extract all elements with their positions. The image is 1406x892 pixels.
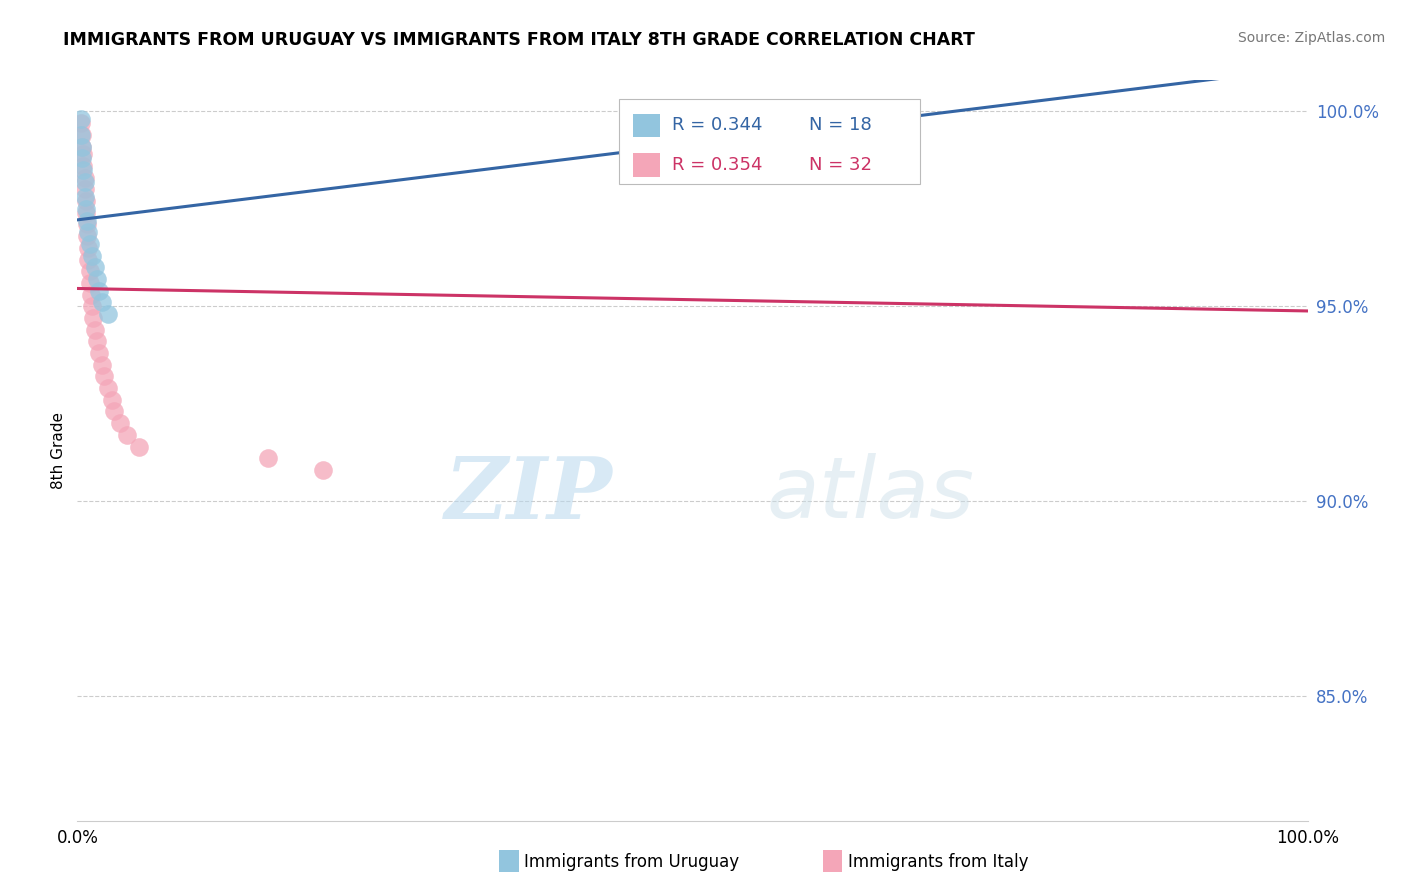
Point	[82, 299, 104, 313]
Point	[93, 369, 115, 384]
Point	[657, 108, 679, 122]
Point	[70, 128, 93, 142]
Point	[75, 194, 97, 208]
Point	[82, 249, 104, 263]
Text: IMMIGRANTS FROM URUGUAY VS IMMIGRANTS FROM ITALY 8TH GRADE CORRELATION CHART: IMMIGRANTS FROM URUGUAY VS IMMIGRANTS FR…	[63, 31, 976, 49]
Point	[90, 358, 114, 372]
Text: atlas: atlas	[766, 453, 974, 536]
Point	[312, 463, 335, 477]
Point	[70, 139, 93, 153]
Point	[79, 276, 101, 290]
Point	[830, 108, 852, 122]
FancyBboxPatch shape	[634, 153, 661, 177]
Point	[79, 236, 101, 251]
Point	[72, 147, 94, 161]
Point	[101, 392, 124, 407]
Point	[77, 241, 100, 255]
Text: ZIP: ZIP	[444, 453, 613, 537]
Point	[97, 307, 120, 321]
Point	[73, 175, 96, 189]
FancyBboxPatch shape	[634, 113, 661, 137]
Text: N = 32: N = 32	[810, 156, 872, 174]
Point	[86, 334, 108, 349]
Point	[97, 381, 120, 395]
Point	[80, 287, 103, 301]
Point	[72, 162, 94, 177]
Point	[77, 252, 100, 267]
Text: Immigrants from Uruguay: Immigrants from Uruguay	[524, 853, 740, 871]
Point	[75, 202, 97, 216]
Text: N = 18: N = 18	[810, 117, 872, 135]
Point	[103, 404, 125, 418]
Point	[128, 440, 150, 454]
Point	[77, 225, 100, 239]
Point	[73, 182, 96, 196]
Point	[73, 190, 96, 204]
Text: Immigrants from Italy: Immigrants from Italy	[848, 853, 1028, 871]
Point	[79, 264, 101, 278]
Text: R = 0.344: R = 0.344	[672, 117, 762, 135]
Point	[73, 170, 96, 185]
Point	[89, 346, 111, 360]
Point	[70, 151, 93, 165]
Point	[70, 112, 93, 127]
Point	[75, 206, 97, 220]
Y-axis label: 8th Grade: 8th Grade	[51, 412, 66, 489]
Point	[76, 213, 98, 227]
Point	[83, 323, 105, 337]
Point	[72, 159, 94, 173]
Point	[86, 272, 108, 286]
Text: Source: ZipAtlas.com: Source: ZipAtlas.com	[1237, 31, 1385, 45]
Point	[76, 218, 98, 232]
Text: R = 0.354: R = 0.354	[672, 156, 762, 174]
Point	[83, 260, 105, 275]
FancyBboxPatch shape	[619, 99, 920, 184]
Point	[89, 284, 111, 298]
Point	[257, 451, 280, 466]
Point	[70, 116, 93, 130]
Point	[115, 428, 138, 442]
Point	[70, 139, 93, 153]
Point	[70, 128, 93, 142]
Point	[82, 310, 104, 325]
Point	[76, 229, 98, 244]
Point	[90, 295, 114, 310]
Point	[110, 416, 132, 430]
